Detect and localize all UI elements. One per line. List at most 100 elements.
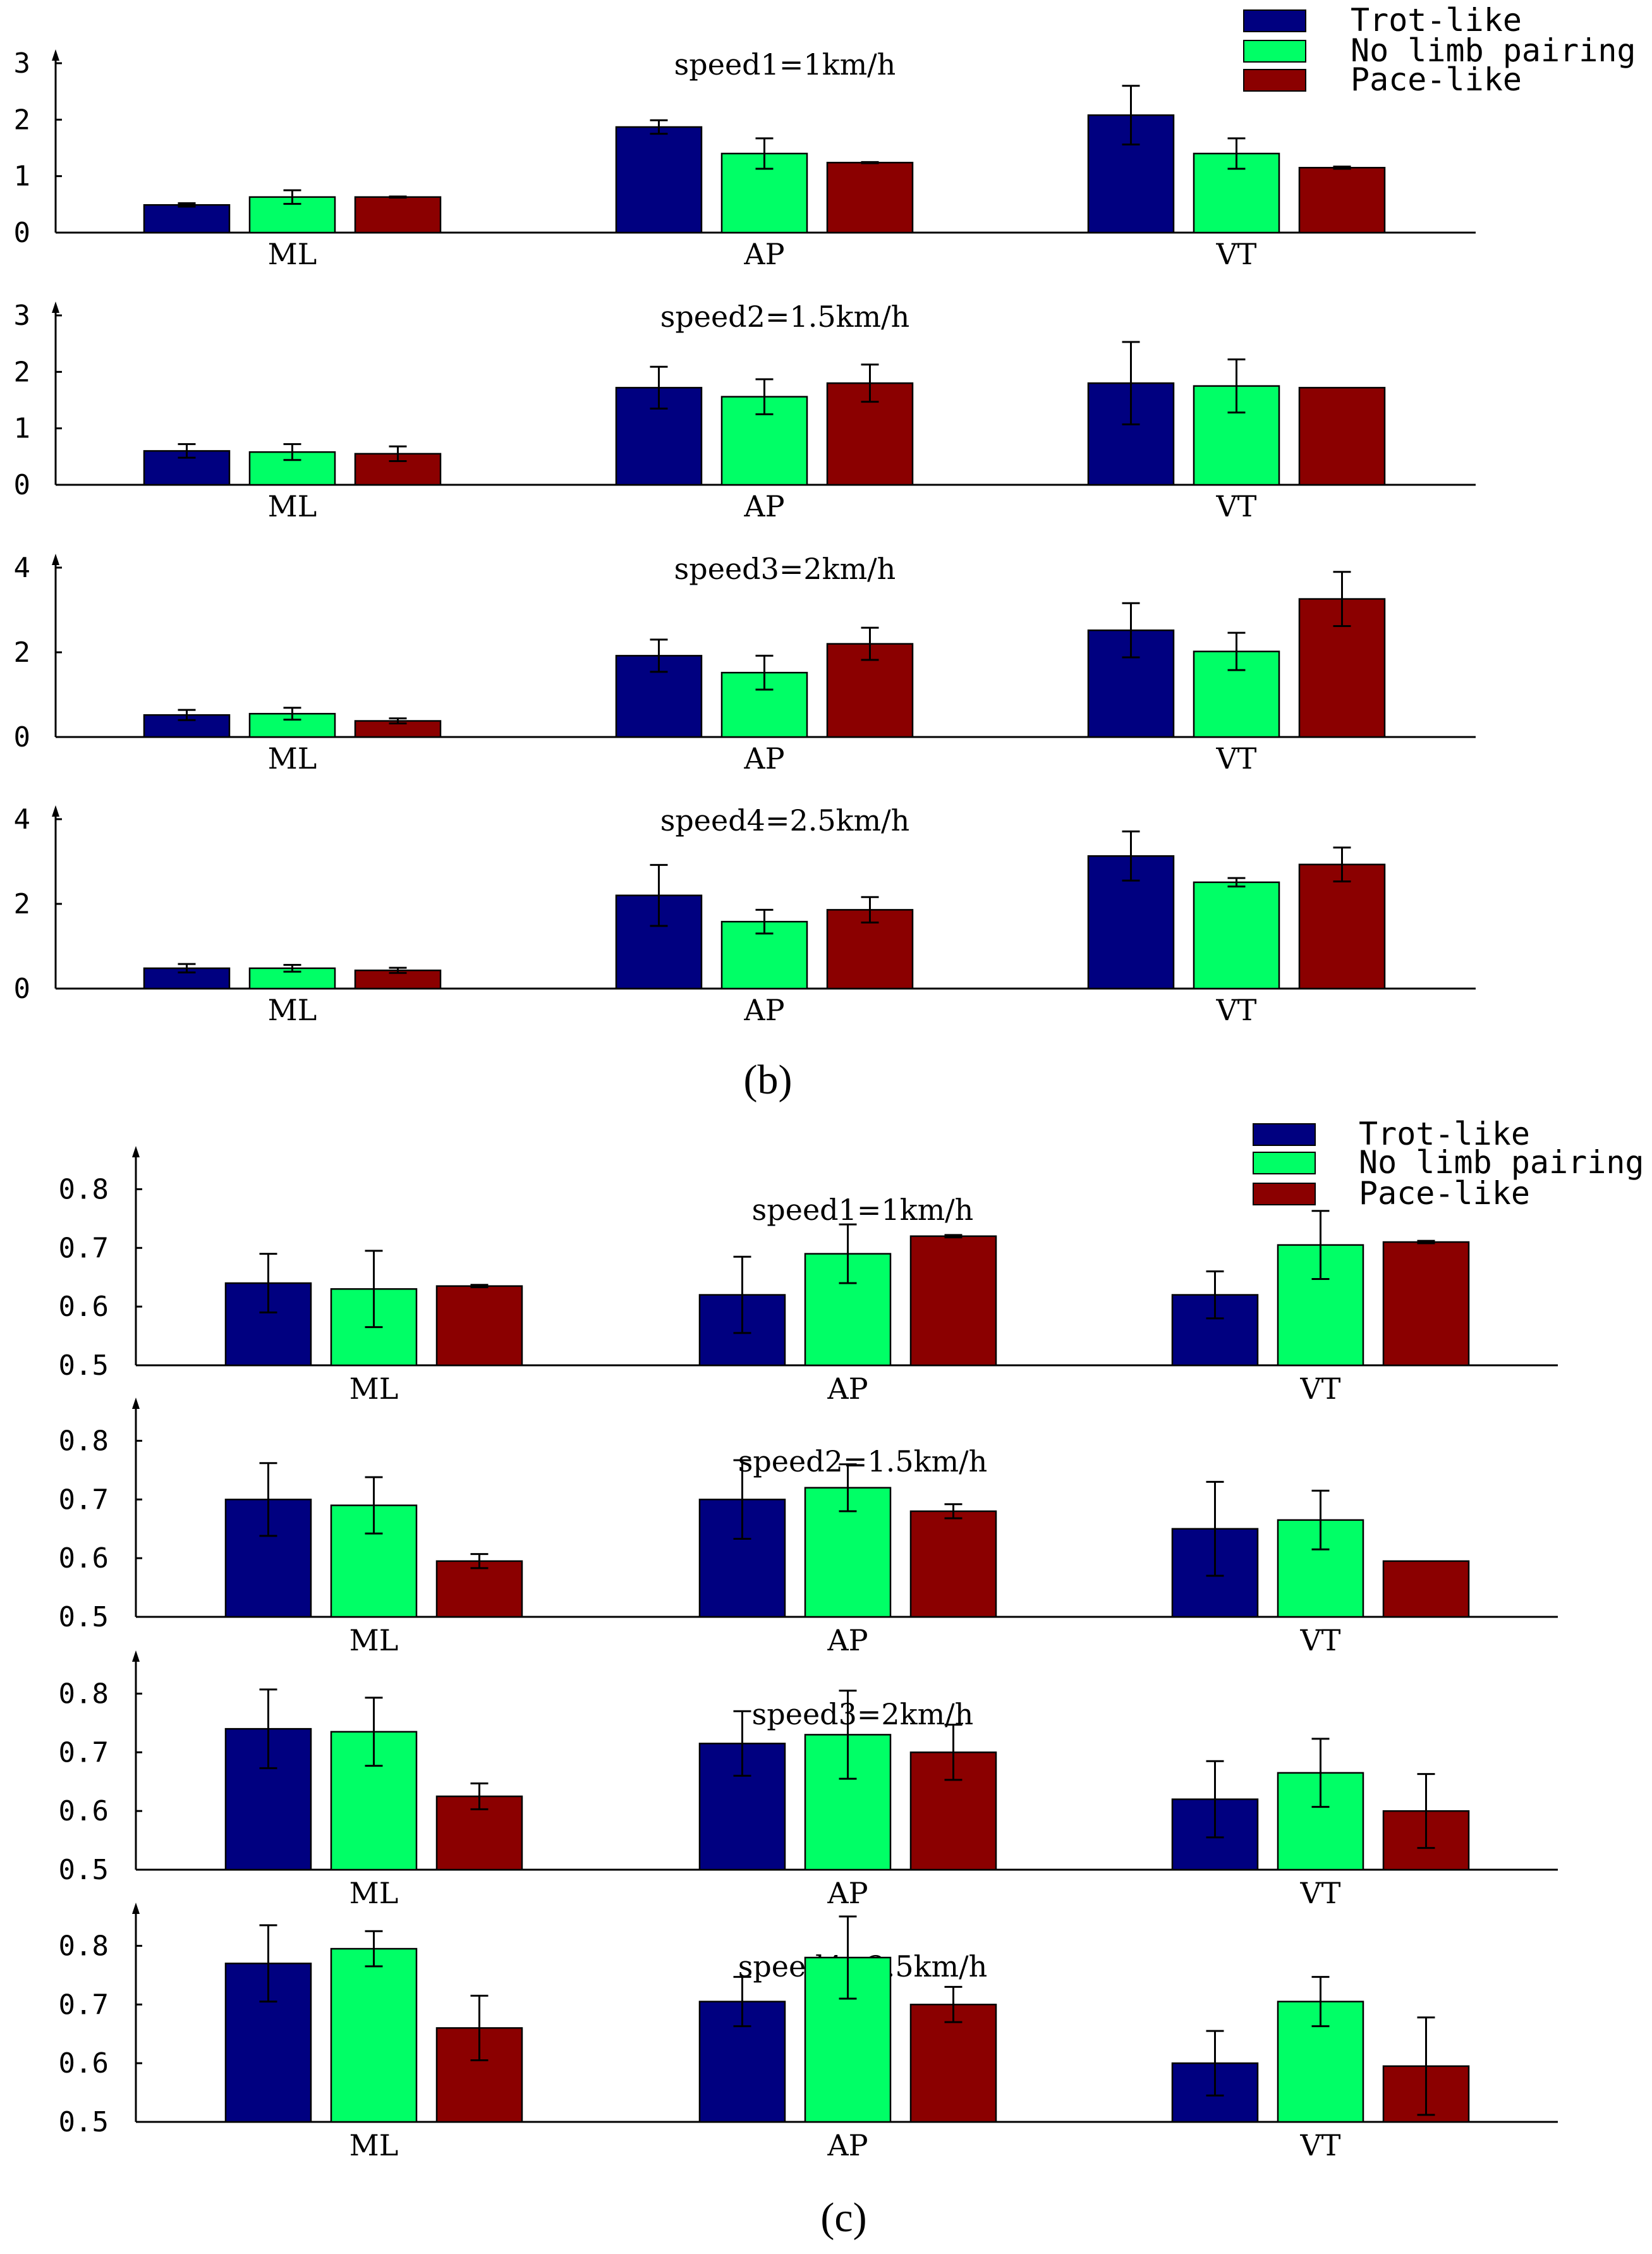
bar-ml-pace-like [354,720,442,738]
legend-swatch-pace-like [1243,69,1306,92]
error-bar-vt-trot-like [1206,1270,1224,1320]
legend-label-pace-like: Pace-like [1351,61,1522,98]
x-tick-label-vt: VT [1216,237,1257,271]
error-bar-ml-trot-like [178,963,196,974]
legend-label-no-limb-pairing: No limb pairing [1351,32,1636,69]
error-bar-ap-no-limb-pairing [755,654,774,691]
y-axis-arrow-icon [132,1903,140,1914]
x-tick-label-vt: VT [1216,741,1257,776]
subplot-title: speed3=2km/h [752,1697,974,1731]
subplot-title: speed2=1.5km/h [738,1444,988,1478]
subplot-title: speed2=1.5km/h [660,300,910,334]
bar-ml-trot-like [143,204,231,234]
legend-label-no-limb-pairing: No limb pairing [1359,1144,1644,1181]
y-tick-label: 0.8 [59,1678,109,1710]
bar-ap-pace-like [826,161,914,234]
x-tick-label-ml: ML [268,237,317,271]
error-bar-vt-pace-like [1417,2016,1435,2116]
y-tick-label: 2 [14,356,31,388]
subplot-2: 0 1 2 3 speed2=1.5km/h ML AP VT [14,300,1476,523]
error-bar-ap-no-limb-pairing [755,908,774,935]
legend-label-trot-like: Trot-like [1359,1116,1530,1152]
error-bar-ap-pace-like [944,1724,963,1781]
error-bar-ap-pace-like [944,1503,963,1520]
x-tick-label-ml: ML [268,489,317,523]
error-bar-ml-trot-like [178,443,196,459]
error-bar-vt-pace-like [1333,571,1351,627]
error-bar-ap-pace-like [861,161,879,164]
x-tick-label-ml: ML [268,741,317,776]
error-bar-vt-pace-like [1333,846,1351,882]
error-bar-ml-trot-like [259,1462,277,1537]
bar-ap-pace-like [909,1510,997,1618]
error-bar-vt-trot-like [1122,85,1140,146]
bar-ap-pace-like [909,2004,997,2123]
y-tick-label: 4 [14,803,31,836]
legend-swatch-no-limb-pairing [1243,40,1306,63]
y-tick-label: 0.6 [59,2047,109,2080]
y-tick-label: 3 [14,300,31,332]
error-bar-vt-no-limb-pairing [1311,1976,1330,2028]
error-bar-ap-no-limb-pairing [755,137,774,170]
error-bar-ap-pace-like [861,626,879,661]
error-bar-ml-trot-like [259,1688,277,1769]
x-tick-label-vt: VT [1216,489,1257,523]
y-tick-label: 2 [14,637,31,669]
bar-vt-no-limb-pairing [1193,881,1280,990]
error-bar-vt-no-limb-pairing [1227,137,1246,170]
y-tick-label: 3 [14,47,31,80]
error-bar-ml-no-limb-pairing [283,443,301,461]
y-tick-label: 0.5 [59,1349,109,1382]
x-tick-label-ap: AP [743,489,784,523]
error-bar-ml-trot-like [259,1924,277,2003]
y-axis-arrow-icon [132,1146,140,1157]
x-tick-label-ml: ML [268,993,317,1027]
bar-ml-pace-like [435,1285,523,1367]
x-tick-label-ap: AP [827,1623,868,1657]
y-tick-label: 0.8 [59,1930,109,1962]
error-bar-vt-pace-like [1417,1240,1435,1245]
x-tick-label-ap: AP [827,2128,868,2162]
bar-ml-no-limb-pairing [330,1947,418,2123]
error-bar-vt-no-limb-pairing [1311,1489,1330,1550]
subplot-1: 0 1 2 3 speed1=1km/h ML AP VT [14,47,1476,271]
error-bar-ap-no-limb-pairing [839,1463,857,1513]
y-tick-label: 0.6 [59,1542,109,1575]
error-bar-ap-trot-like [650,365,668,410]
error-bar-ml-pace-like [470,1782,489,1810]
y-tick-label: 0 [14,217,31,249]
subplot-title: speed1=1km/h [674,47,896,82]
error-bar-ap-pace-like [861,896,879,923]
y-tick-label: 0.6 [59,1291,109,1323]
subplot-2: 0.5 0.6 0.7 0.8 speed2=1.5km/h ML AP VT [59,1398,1558,1657]
error-bar-ml-pace-like [389,195,407,199]
error-bar-ml-no-limb-pairing [283,189,301,205]
y-axis-arrow-icon [52,805,59,817]
error-bar-vt-pace-like [1333,165,1351,170]
y-tick-label: 1 [14,161,31,193]
error-bar-ml-pace-like [470,1994,489,2061]
y-tick-label: 0 [14,973,31,1005]
y-tick-label: 2 [14,104,31,136]
y-tick-label: 4 [14,552,31,584]
bar-vt-pace-like [1382,1241,1470,1367]
error-bar-ap-no-limb-pairing [755,378,774,415]
error-bar-ml-pace-like [389,717,407,725]
error-bar-ap-trot-like [733,1255,751,1334]
x-tick-label-ml: ML [349,1372,399,1406]
error-bar-vt-trot-like [1206,1760,1224,1839]
error-bar-vt-pace-like [1417,1773,1435,1849]
legend-swatch-pace-like [1253,1183,1316,1205]
y-tick-label: 0.8 [59,1173,109,1205]
legend-swatch-trot-like [1243,9,1306,32]
x-tick-label-ap: AP [743,237,784,271]
error-bar-ap-trot-like [733,1710,751,1777]
error-bar-ap-trot-like [733,1976,751,2028]
y-tick-label: 0.5 [59,2106,109,2138]
bar-ap-no-limb-pairing [720,671,808,738]
y-tick-label: 0.6 [59,1795,109,1827]
error-bar-vt-no-limb-pairing [1227,358,1246,414]
error-bar-ml-no-limb-pairing [365,1930,383,1968]
